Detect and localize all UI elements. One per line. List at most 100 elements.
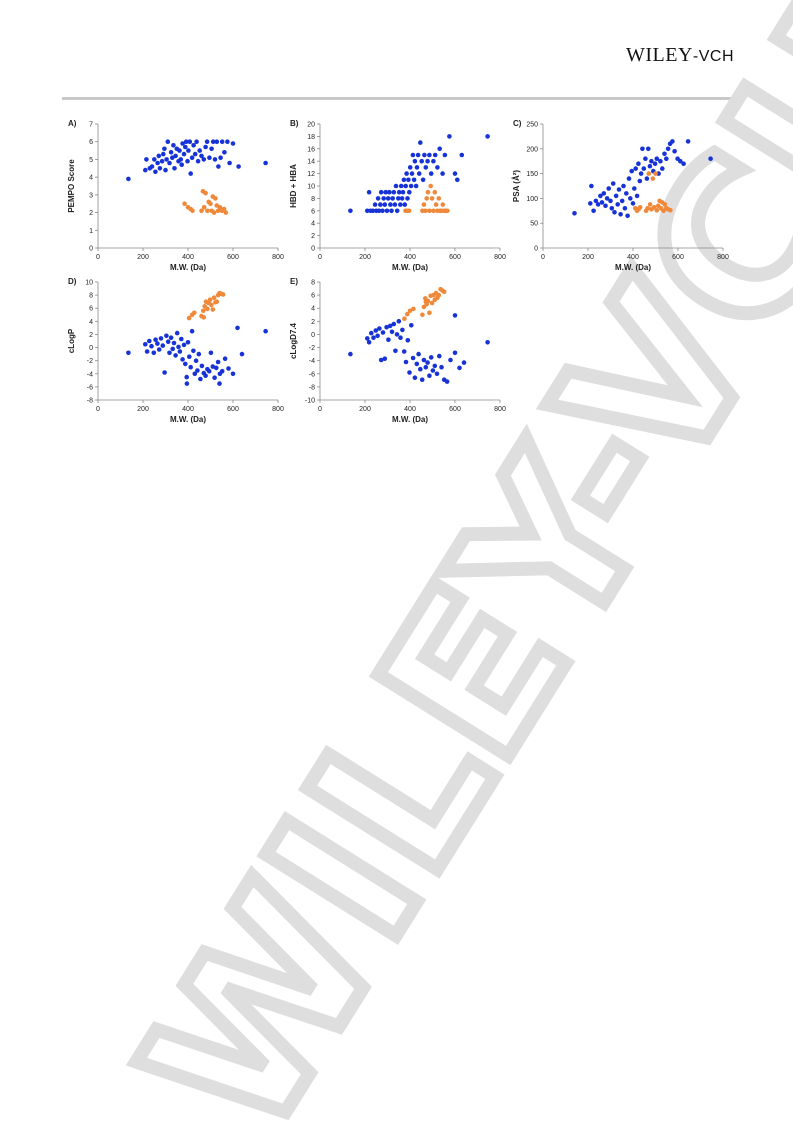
- chart-a-point-s0: [207, 155, 212, 160]
- chart-e-point-s1: [405, 311, 410, 317]
- chart-d-y-tick-label: 0: [89, 345, 93, 352]
- chart-b-point-s0: [378, 189, 384, 195]
- chart-c-point-s0: [638, 171, 644, 176]
- chart-b-point-s0: [392, 202, 398, 207]
- chart-b-point-s0: [388, 202, 393, 207]
- chart-a-point-s0: [214, 139, 220, 144]
- chart-b-point-s0: [383, 189, 388, 195]
- chart-e-point-s0: [371, 335, 376, 340]
- chart-a-point-s0: [263, 160, 268, 166]
- chart-d-point-s0: [192, 371, 198, 377]
- chart-b-y-tick-label: 8: [311, 196, 315, 203]
- chart-c-point-s0: [616, 187, 622, 192]
- chart-e-point-s0: [373, 328, 379, 333]
- chart-c-point-s0: [643, 156, 648, 161]
- chart-d-point-s1: [214, 299, 220, 304]
- chart-c-point-s0: [664, 156, 669, 161]
- chart-c-point-s0: [637, 178, 643, 184]
- chart-c-point-s0: [646, 146, 651, 152]
- chart-d-y-tick-label: -6: [87, 384, 93, 391]
- chart-c-point-s0: [660, 166, 665, 171]
- chart-d-point-s0: [230, 371, 236, 377]
- chart-d-point-s1: [186, 315, 192, 321]
- chart-a-x-tick-label: 800: [272, 254, 284, 261]
- chart-b-point-s0: [423, 165, 429, 170]
- chart-e-point-s0: [400, 327, 405, 333]
- chart-e-point-s0: [387, 323, 393, 329]
- chart-c-point-s0: [678, 158, 683, 164]
- chart-e-y-tick-label: -10: [305, 398, 315, 405]
- chart-e-point-s0: [414, 361, 420, 367]
- chart-c-point-s1: [668, 208, 673, 213]
- chart-b-point-s0: [407, 165, 413, 170]
- chart-e-x-tick-label: 400: [404, 406, 416, 413]
- chart-c-point-s0: [652, 161, 658, 166]
- chart-a-point-s0: [164, 157, 169, 162]
- chart-e-x-axis-label: M.W. (Da): [392, 415, 428, 424]
- chart-b-x-axis-label: M.W. (Da): [392, 263, 428, 272]
- chart-d-point-s0: [156, 347, 162, 352]
- chart-c-point-s0: [647, 163, 653, 169]
- chart-d-point-s0: [171, 340, 177, 346]
- chart-c-y-tick-label: 50: [530, 221, 538, 228]
- chart-a-point-s0: [192, 151, 198, 157]
- chart-a-y-axis-label: PEMPO Score: [67, 159, 76, 213]
- chart-e-point-s0: [418, 366, 423, 372]
- chart-a-point-s0: [157, 166, 163, 171]
- chart-e-point-s0: [439, 364, 444, 370]
- chart-d-point-s0: [193, 358, 199, 363]
- chart-b-y-tick-label: 18: [307, 134, 315, 141]
- chart-d-x-axis-label: M.W. (Da): [170, 415, 206, 424]
- chart-b-point-s0: [431, 158, 436, 164]
- chart-a-point-s0: [163, 167, 168, 173]
- chart-e-point-s0: [457, 365, 462, 371]
- chart-b-point-s0: [390, 196, 395, 201]
- chart-b-point-s0: [348, 208, 353, 214]
- chart-e-point-s1: [429, 300, 435, 306]
- chart-a-point-s0: [216, 164, 221, 169]
- chart-e-point-s0: [378, 357, 384, 363]
- chart-d-point-s0: [144, 349, 150, 354]
- chart-a-point-s1: [205, 208, 210, 214]
- chart-a-point-s1: [211, 210, 217, 215]
- chart-c-point-s0: [593, 198, 599, 204]
- chart-e-point-s0: [396, 319, 402, 324]
- chart-c-point-s0: [624, 191, 629, 196]
- chart-a-y-tick-label: 1: [89, 228, 93, 235]
- chart-a-point-s0: [159, 158, 165, 164]
- chart-b-point-s0: [412, 158, 418, 164]
- chart-a-point-s0: [143, 167, 148, 173]
- chart-c-point-s1: [653, 171, 658, 176]
- chart-b-point-s0: [398, 202, 403, 207]
- chart-c-point-s0: [662, 151, 667, 157]
- chart-b-panel-label: B): [290, 119, 299, 128]
- chart-b-point-s0: [416, 171, 422, 176]
- chart-b-point-s0: [387, 189, 392, 195]
- chart-a-point-s0: [199, 153, 204, 159]
- chart-b-point-s0: [370, 208, 376, 214]
- chart-e-point-s0: [430, 368, 436, 373]
- chart-c-point-s0: [681, 161, 686, 166]
- chart-b-point-s0: [408, 183, 414, 189]
- chart-a-point-s0: [168, 150, 174, 155]
- chart-e-point-s0: [432, 363, 438, 369]
- chart-b-point-s0: [442, 152, 448, 158]
- chart-c-point-s0: [633, 166, 638, 171]
- chart-c-point-s0: [621, 183, 626, 189]
- chart-e-point-s0: [444, 379, 450, 384]
- chart-b-point-s0: [435, 165, 440, 170]
- chart-b-point-s0: [365, 208, 370, 214]
- chart-d-point-s0: [183, 361, 188, 367]
- chart-b-point-s0: [432, 152, 438, 158]
- chart-d-point-s0: [143, 342, 148, 347]
- chart-d-point-s0: [212, 375, 217, 380]
- chart-b-point-s0: [380, 208, 385, 214]
- chart-e-point-s0: [403, 359, 409, 365]
- chart-a-point-s0: [225, 139, 230, 144]
- chart-b-y-tick-label: 6: [311, 208, 315, 215]
- chart-b-point-s1: [431, 208, 436, 214]
- chart-a-point-s1: [217, 205, 223, 210]
- chart-c-y-tick-label: 0: [534, 246, 538, 253]
- chart-b-point-s0: [396, 196, 401, 201]
- chart-a-y-tick-label: 7: [89, 122, 93, 129]
